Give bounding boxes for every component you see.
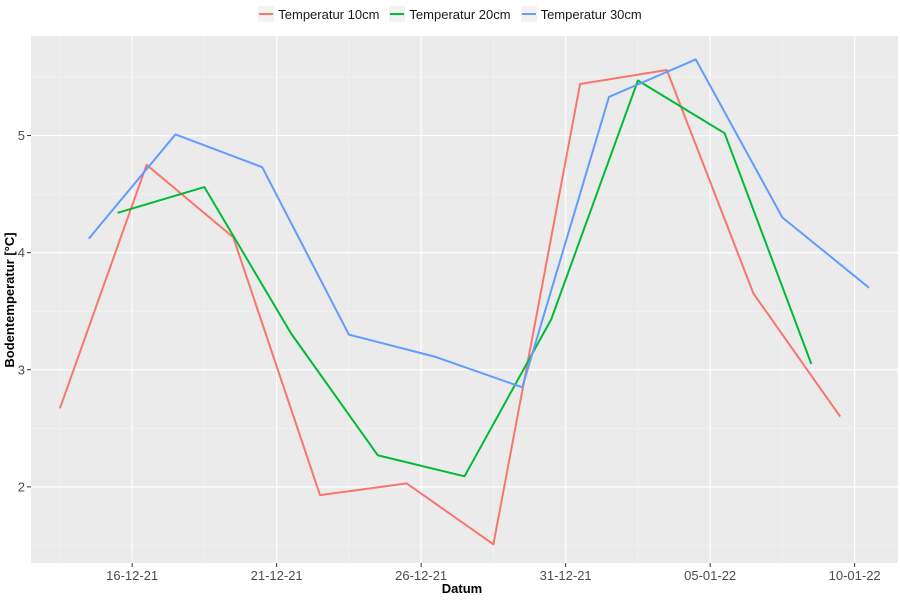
legend-item-3: Temperatur 30cm [520, 6, 642, 22]
x-axis-title: Datum [442, 581, 482, 596]
x-tick-label: 31-12-21 [540, 568, 592, 583]
x-tick-label: 26-12-21 [395, 568, 447, 583]
legend-key [258, 6, 275, 22]
y-tick-label: 4 [18, 245, 25, 260]
x-tick-label: 16-12-21 [106, 568, 158, 583]
y-tick-label: 2 [18, 479, 25, 494]
y-tick-label: 5 [18, 128, 25, 143]
grid-minor [31, 36, 898, 563]
legend-item-2: Temperatur 20cm [389, 6, 511, 22]
x-tick-label: 05-01-22 [684, 568, 736, 583]
x-tick-label: 21-12-21 [251, 568, 303, 583]
legend-item-1: Temperatur 10cm [258, 6, 379, 22]
series-line-2 [117, 79, 813, 478]
y-tick-label: 3 [18, 362, 25, 377]
x-tick-label: 10-01-22 [829, 568, 881, 583]
axis-ticks: 16-12-21 21-12-21 26-12-21 31-12-21 05-01-22… [18, 128, 881, 583]
legend: Temperatur 10cm Temperatur 20cm Temperatur… [0, 6, 900, 22]
legend-label: Temperatur 10cm [278, 6, 380, 22]
plot-background [31, 36, 898, 563]
y-axis-title: Bodentemperatur [°C] [2, 232, 17, 367]
series-line-3 [88, 58, 870, 389]
legend-label: Temperatur 20cm [409, 6, 511, 22]
series-group [58, 58, 870, 546]
legend-label: Temperatur 30cm [540, 6, 642, 22]
legend-key [389, 6, 406, 22]
legend-key [520, 6, 537, 22]
series-line-1 [58, 69, 842, 546]
